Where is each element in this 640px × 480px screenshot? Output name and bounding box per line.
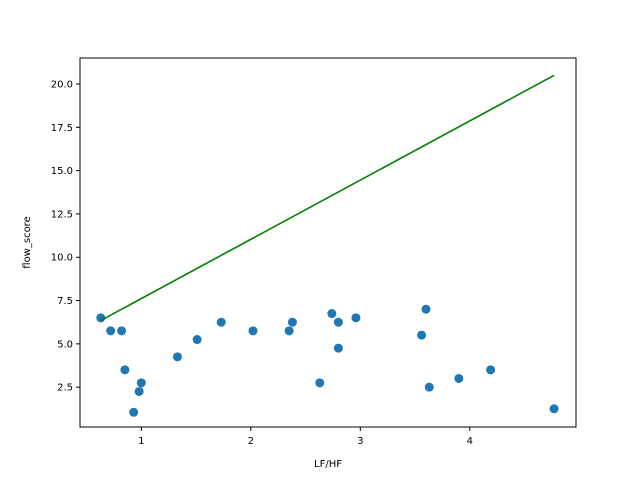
data-point: [287, 317, 297, 327]
data-point: [134, 386, 144, 396]
data-point: [129, 407, 139, 417]
data-point: [351, 313, 361, 323]
x-tick-label: 4: [467, 436, 473, 447]
y-tick-label: 20.0: [51, 79, 73, 90]
axes-frame: [79, 57, 577, 428]
x-tick-label: 2: [248, 436, 254, 447]
data-point: [192, 335, 202, 345]
y-axis: 2.5 5.0 7.5 10.0 12.5 15.0 17.5 20.0: [51, 79, 80, 394]
y-tick-label: 2.5: [57, 383, 73, 394]
x-axis: 1 2 3 4: [138, 427, 473, 447]
data-point: [486, 365, 496, 375]
plot-area: [96, 74, 559, 417]
data-point: [284, 326, 294, 336]
x-tick-label: 3: [357, 436, 363, 447]
y-tick-label: 17.5: [51, 123, 73, 134]
y-tick-label: 12.5: [51, 209, 73, 220]
y-tick-label: 10.0: [51, 253, 73, 264]
data-point: [172, 352, 182, 362]
y-tick-label: 7.5: [57, 296, 73, 307]
data-point: [327, 309, 337, 319]
data-point: [136, 378, 146, 388]
data-point: [117, 326, 127, 336]
data-point: [549, 404, 559, 414]
data-point: [417, 330, 427, 340]
x-axis-label: LF/HF: [314, 459, 342, 470]
y-tick-label: 15.0: [51, 166, 73, 177]
y-axis-label: flow_score: [22, 216, 33, 268]
data-point: [315, 378, 325, 388]
y-tick-label: 5.0: [57, 339, 73, 350]
data-point: [333, 343, 343, 353]
data-point: [248, 326, 258, 336]
data-point: [216, 317, 226, 327]
data-point: [454, 373, 464, 383]
data-point: [120, 365, 130, 375]
x-tick-label: 1: [138, 436, 144, 447]
data-point: [106, 326, 116, 336]
fit-line: [100, 74, 555, 322]
data-point: [333, 317, 343, 327]
data-point: [424, 382, 434, 392]
data-point: [421, 304, 431, 314]
